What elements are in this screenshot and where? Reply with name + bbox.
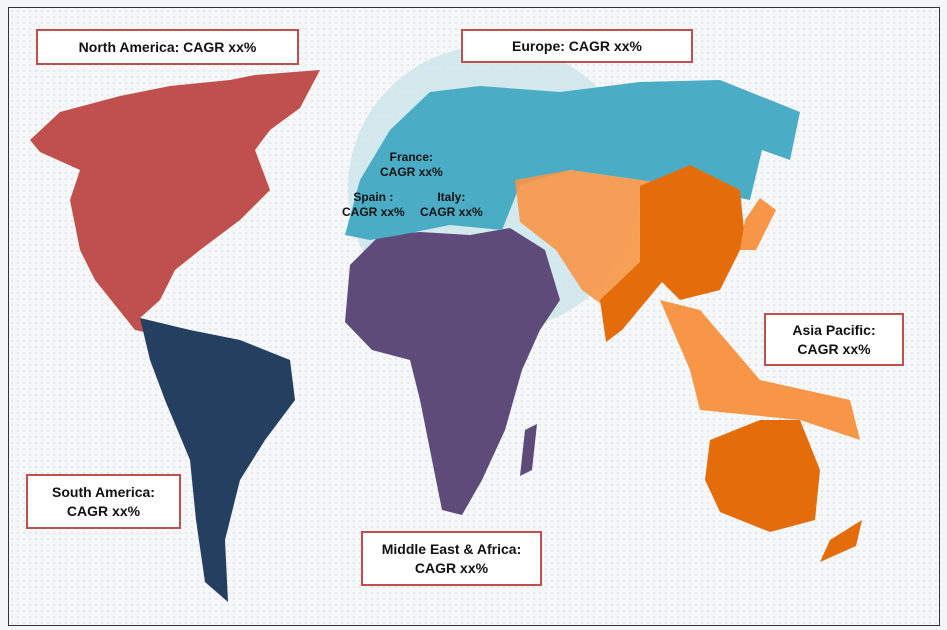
asia-pacific-label: Asia Pacific: CAGR xx% xyxy=(764,313,904,366)
south-america-shape xyxy=(140,318,295,602)
australia-shape xyxy=(705,420,820,532)
madagascar-shape xyxy=(520,424,537,476)
spain-label: Spain : CAGR xx% xyxy=(342,190,405,219)
middle-east-africa-label: Middle East & Africa: CAGR xx% xyxy=(361,531,542,586)
southeast-asia-shape xyxy=(660,300,860,440)
france-label: France: CAGR xx% xyxy=(380,150,443,179)
italy-label: Italy: CAGR xx% xyxy=(420,190,483,219)
north-america-label: North America: CAGR xx% xyxy=(36,29,299,65)
new-zealand-shape xyxy=(820,520,862,562)
japan-shape xyxy=(740,198,776,250)
europe-russia-shape xyxy=(345,80,800,240)
south-america-label: South America: CAGR xx% xyxy=(26,474,181,529)
europe-label: Europe: CAGR xx% xyxy=(461,29,693,63)
north-america-shape xyxy=(30,70,320,335)
china-india-shape xyxy=(600,165,745,342)
middle-east-africa-shape xyxy=(345,228,560,515)
